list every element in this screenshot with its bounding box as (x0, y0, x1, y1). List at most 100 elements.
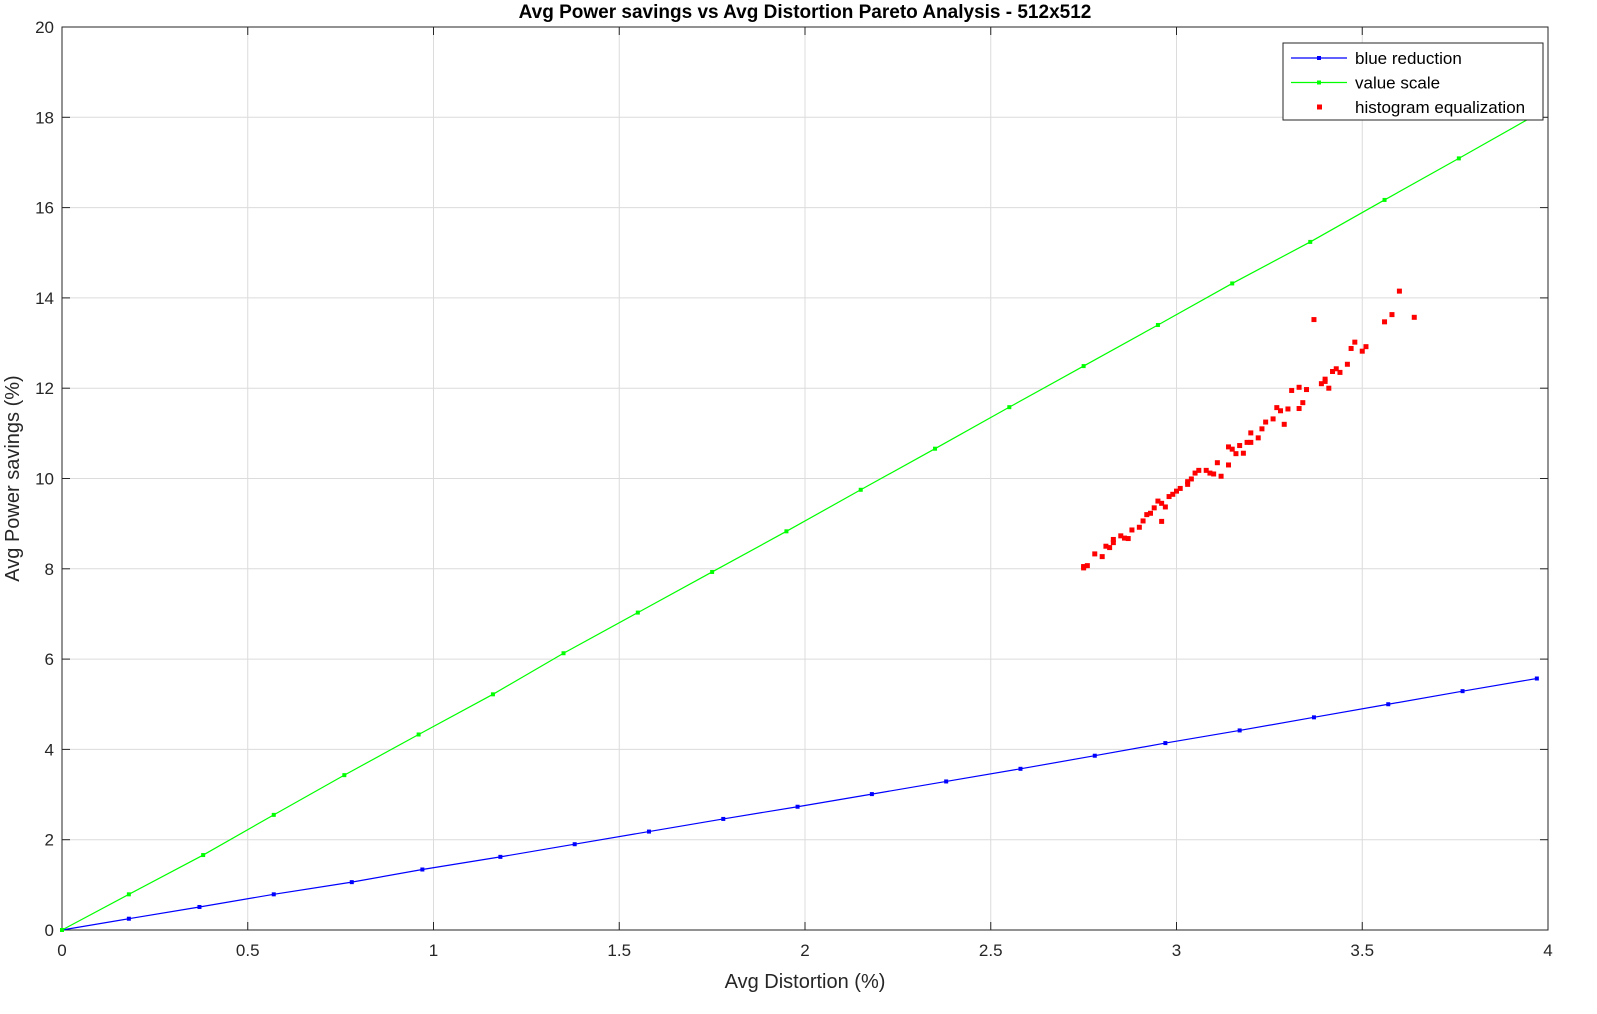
data-point (1214, 460, 1220, 466)
data-point (1084, 563, 1090, 569)
data-point (1188, 476, 1194, 482)
data-point (1007, 405, 1012, 410)
data-point (1289, 387, 1295, 393)
x-tick-label: 3.5 (1350, 941, 1374, 960)
x-tick-label: 2 (800, 941, 809, 960)
data-point (1456, 156, 1461, 161)
y-tick-label: 16 (35, 199, 54, 218)
data-point (1237, 443, 1243, 449)
data-point (1352, 339, 1358, 345)
data-point (1386, 702, 1391, 707)
data-point (1389, 312, 1395, 318)
data-point (1018, 766, 1023, 771)
chart-title: Avg Power savings vs Avg Distortion Pare… (519, 2, 1092, 23)
x-tick-label: 4 (1543, 941, 1552, 960)
y-tick-label: 2 (45, 831, 54, 850)
data-point (1099, 554, 1105, 560)
data-point (197, 904, 202, 909)
data-point (1240, 450, 1246, 456)
data-point (1177, 485, 1183, 491)
data-point (1300, 400, 1306, 406)
x-tick-label: 0.5 (236, 941, 260, 960)
data-point (1382, 319, 1388, 325)
series-histogram-equalization (1081, 288, 1417, 571)
data-point (1460, 689, 1465, 694)
data-point (1274, 405, 1280, 411)
data-point (1226, 462, 1232, 468)
data-point (1281, 421, 1287, 427)
data-point (126, 916, 131, 921)
y-tick-label: 4 (45, 740, 54, 759)
data-point (1207, 470, 1213, 476)
legend-marker (1317, 80, 1321, 85)
data-point (1162, 504, 1168, 510)
legend-marker (1317, 104, 1322, 110)
data-point (1092, 753, 1097, 758)
x-axis-label: Avg Distortion (%) (725, 971, 886, 993)
data-point (1203, 467, 1209, 473)
data-point (1174, 488, 1179, 494)
data-point (1322, 376, 1328, 382)
data-point (1192, 470, 1198, 476)
data-point (1396, 288, 1402, 294)
x-tick-label: 0 (57, 941, 66, 960)
data-point (572, 842, 577, 847)
series-value-scale (60, 114, 1536, 932)
x-tick-label: 1.5 (607, 941, 631, 960)
data-point (1248, 430, 1254, 436)
legend-label: value scale (1355, 74, 1440, 93)
y-tick-label: 6 (45, 650, 54, 669)
data-point (1155, 498, 1161, 504)
y-tick-label: 18 (35, 108, 54, 127)
y-tick-label: 20 (35, 18, 54, 37)
data-point (201, 853, 206, 858)
data-point (1147, 510, 1153, 516)
data-point (1411, 314, 1417, 320)
data-point (1333, 366, 1339, 372)
data-point (1229, 446, 1235, 452)
data-point (1185, 479, 1191, 485)
data-point (1359, 348, 1365, 354)
data-point (1278, 408, 1284, 414)
data-point (1107, 545, 1113, 551)
data-point (1110, 540, 1116, 546)
data-point (561, 651, 566, 656)
data-point (869, 792, 874, 797)
data-point (944, 779, 949, 784)
legend-label: histogram equalization (1355, 98, 1525, 117)
data-point (342, 773, 347, 778)
data-point (1211, 471, 1217, 477)
data-point (1311, 715, 1316, 720)
data-point (1140, 518, 1146, 524)
data-point (1159, 500, 1165, 506)
data-point (498, 854, 503, 859)
y-tick-label: 0 (45, 921, 54, 940)
data-point (416, 732, 421, 737)
y-tick-label: 12 (35, 379, 54, 398)
y-axis-label: Avg Power savings (%) (2, 375, 24, 581)
data-point (1337, 369, 1343, 375)
data-point (271, 812, 276, 817)
data-point (60, 928, 64, 932)
legend-label: blue reduction (1355, 49, 1462, 68)
y-tick-label: 14 (35, 289, 54, 308)
data-point (1144, 512, 1150, 518)
legend-entry: histogram equalization (1317, 98, 1525, 117)
y-tick-label: 8 (45, 560, 54, 579)
data-point (1151, 505, 1157, 511)
data-point (1534, 676, 1539, 681)
data-point (1092, 551, 1098, 557)
data-point (1159, 518, 1165, 524)
data-point (1155, 322, 1160, 327)
data-point (1226, 444, 1232, 450)
x-axis-ticks: 0 0.5 1 1.5 2 2.5 3 3.5 4 (57, 27, 1553, 960)
data-point (1270, 416, 1276, 422)
data-point (1285, 406, 1291, 412)
data-point (1259, 426, 1265, 432)
legend-entry: blue reduction (1291, 49, 1462, 68)
data-point (1121, 535, 1127, 541)
data-point (271, 892, 276, 897)
data-point (795, 804, 800, 809)
